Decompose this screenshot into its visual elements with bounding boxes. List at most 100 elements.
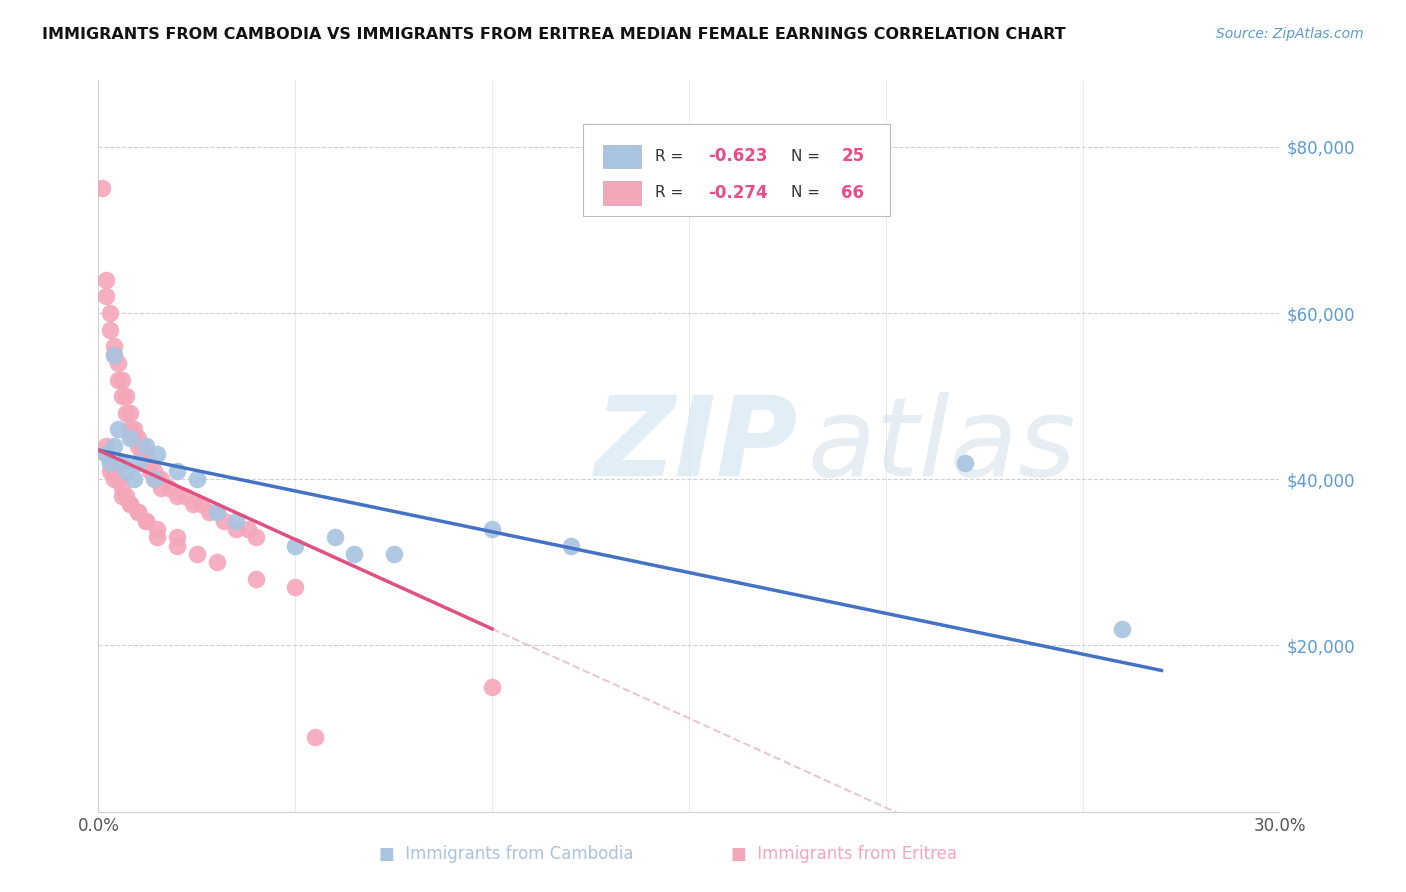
Point <box>96 273 118 287</box>
Point <box>343 547 366 561</box>
Point <box>186 472 208 486</box>
Point <box>225 514 247 528</box>
Point <box>111 456 134 470</box>
Point <box>284 539 307 553</box>
Point <box>107 372 129 386</box>
Point <box>205 506 228 520</box>
Point <box>111 489 134 503</box>
Point <box>96 439 118 453</box>
Point <box>127 506 149 520</box>
Point <box>150 472 173 486</box>
Point <box>323 530 346 544</box>
Point <box>146 472 169 486</box>
Point <box>146 447 169 461</box>
Text: 25: 25 <box>841 147 865 165</box>
Point <box>98 306 121 320</box>
Point <box>560 539 582 553</box>
Point <box>96 447 118 461</box>
Text: -0.623: -0.623 <box>707 147 768 165</box>
Point <box>174 489 197 503</box>
Point <box>186 547 208 561</box>
FancyBboxPatch shape <box>582 124 890 216</box>
Point <box>91 181 114 195</box>
Point <box>103 339 125 353</box>
Point <box>115 406 138 420</box>
Point <box>382 547 405 561</box>
Point <box>205 506 228 520</box>
Point <box>103 347 125 362</box>
Point <box>236 522 259 536</box>
Point <box>98 464 121 478</box>
Point <box>96 447 118 461</box>
Point <box>127 431 149 445</box>
Point <box>115 389 138 403</box>
Point <box>304 730 326 744</box>
Text: R =: R = <box>655 149 688 164</box>
Point <box>225 522 247 536</box>
Point <box>111 372 134 386</box>
Point <box>142 464 165 478</box>
Text: ■  Immigrants from Cambodia: ■ Immigrants from Cambodia <box>378 846 634 863</box>
Point <box>138 456 160 470</box>
Point <box>127 456 149 470</box>
Point <box>122 472 145 486</box>
Point <box>103 439 125 453</box>
Point <box>181 497 204 511</box>
Text: N =: N = <box>790 149 824 164</box>
Point <box>127 439 149 453</box>
Point <box>107 422 129 436</box>
Point <box>135 439 157 453</box>
Point <box>131 447 153 461</box>
Point <box>953 456 976 470</box>
Point <box>111 481 134 495</box>
Text: -0.274: -0.274 <box>707 184 768 202</box>
Point <box>135 447 157 461</box>
Point <box>111 389 134 403</box>
Point <box>118 406 141 420</box>
Point <box>157 481 180 495</box>
Text: R =: R = <box>655 186 688 201</box>
Text: atlas: atlas <box>807 392 1076 500</box>
Point <box>107 356 129 370</box>
Point <box>103 472 125 486</box>
Point <box>190 497 212 511</box>
Point <box>135 514 157 528</box>
Point <box>1111 622 1133 636</box>
Point <box>135 456 157 470</box>
Point <box>96 289 118 303</box>
Point <box>166 464 188 478</box>
Point <box>284 580 307 594</box>
Point <box>127 506 149 520</box>
Point <box>166 539 188 553</box>
Point <box>98 456 121 470</box>
Point <box>245 572 267 586</box>
Point <box>146 530 169 544</box>
Point <box>214 514 236 528</box>
Point <box>245 530 267 544</box>
Text: 66: 66 <box>841 184 865 202</box>
Text: Source: ZipAtlas.com: Source: ZipAtlas.com <box>1216 27 1364 41</box>
Text: ■  Immigrants from Eritrea: ■ Immigrants from Eritrea <box>731 846 956 863</box>
Point <box>118 431 141 445</box>
Point <box>115 489 138 503</box>
Point <box>98 323 121 337</box>
Text: ZIP: ZIP <box>595 392 799 500</box>
FancyBboxPatch shape <box>603 181 641 204</box>
Point <box>118 497 141 511</box>
Point <box>118 422 141 436</box>
Point <box>135 514 157 528</box>
Point <box>481 680 503 694</box>
FancyBboxPatch shape <box>603 145 641 168</box>
Point <box>197 506 219 520</box>
Point <box>122 422 145 436</box>
Point <box>146 522 169 536</box>
Point <box>481 522 503 536</box>
Point <box>103 464 125 478</box>
Point <box>166 489 188 503</box>
Point <box>150 481 173 495</box>
Point <box>122 431 145 445</box>
Point <box>115 464 138 478</box>
Point <box>103 347 125 362</box>
Point <box>118 497 141 511</box>
Point <box>166 530 188 544</box>
